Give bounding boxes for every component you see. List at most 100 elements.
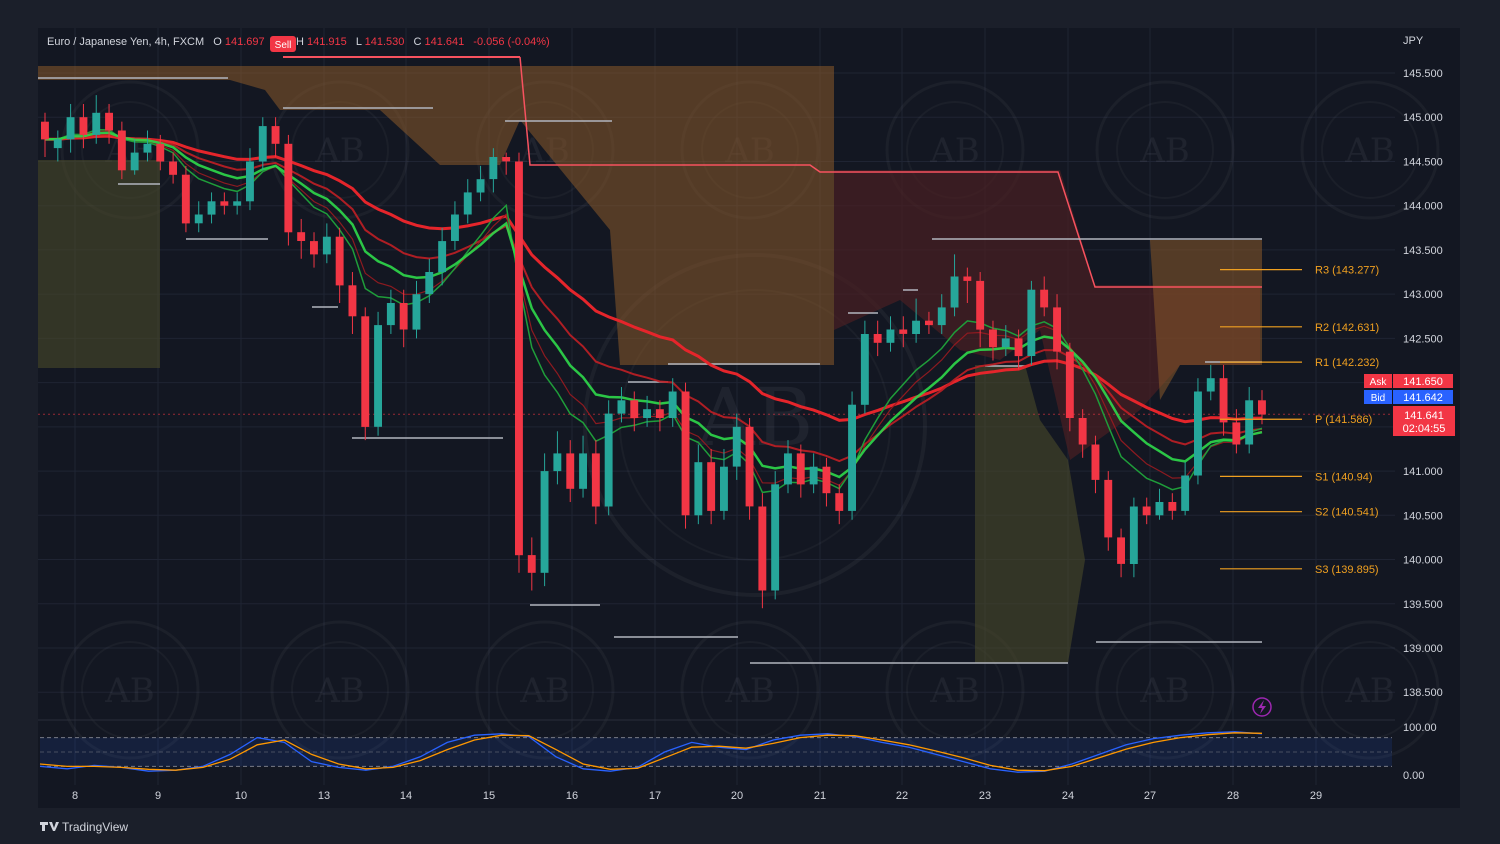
candle-body[interactable] bbox=[566, 453, 575, 489]
candle-body[interactable] bbox=[322, 236, 331, 255]
candle-body[interactable] bbox=[527, 555, 536, 573]
candle-body[interactable] bbox=[899, 329, 908, 334]
candle-body[interactable] bbox=[771, 484, 780, 591]
candle-body[interactable] bbox=[540, 471, 549, 573]
candle-body[interactable] bbox=[937, 307, 946, 326]
candle-body[interactable] bbox=[668, 391, 677, 419]
candle-body[interactable] bbox=[412, 294, 421, 330]
candle-body[interactable] bbox=[130, 152, 139, 171]
candle-body[interactable] bbox=[297, 232, 306, 241]
candle-body[interactable] bbox=[1181, 475, 1190, 511]
candle-body[interactable] bbox=[1194, 391, 1202, 476]
candle-body[interactable] bbox=[361, 316, 370, 427]
candle-body[interactable] bbox=[950, 276, 959, 308]
candle-body[interactable] bbox=[681, 391, 690, 516]
candle-body[interactable] bbox=[553, 453, 562, 472]
candle-body[interactable] bbox=[1129, 506, 1138, 565]
candle-body[interactable] bbox=[143, 143, 152, 153]
candle-body[interactable] bbox=[707, 462, 716, 511]
time-axis[interactable]: 8 9 10 13 14 15 16 17 20 21 22 23 24 27 28 29 bbox=[72, 790, 1322, 802]
sell-button-label[interactable]: Sell bbox=[275, 40, 292, 51]
lightning-icon-bolt[interactable] bbox=[1258, 700, 1266, 714]
sell-button[interactable]: Sell bbox=[270, 36, 296, 52]
candle-body[interactable] bbox=[925, 320, 933, 326]
candle-body[interactable] bbox=[835, 493, 844, 511]
candle-body[interactable] bbox=[399, 303, 408, 330]
candle-body[interactable] bbox=[617, 400, 626, 414]
candle-body[interactable] bbox=[181, 174, 190, 224]
candle-body[interactable] bbox=[117, 130, 126, 171]
lightning-icon[interactable] bbox=[1252, 697, 1272, 717]
candle-body[interactable] bbox=[860, 334, 869, 405]
candle-body[interactable] bbox=[784, 453, 792, 485]
candle-body[interactable] bbox=[604, 413, 613, 507]
candle-body[interactable] bbox=[515, 161, 523, 556]
candle-body[interactable] bbox=[809, 466, 818, 485]
candle-body[interactable] bbox=[630, 400, 639, 418]
candle-body[interactable] bbox=[41, 121, 49, 140]
candle-body[interactable] bbox=[1104, 479, 1113, 538]
candle-body[interactable] bbox=[1168, 502, 1177, 511]
candle-body[interactable] bbox=[1014, 338, 1023, 357]
candle-body[interactable] bbox=[1027, 289, 1036, 356]
candle-body[interactable] bbox=[796, 453, 805, 485]
candle-body[interactable] bbox=[220, 201, 229, 206]
candle-body[interactable] bbox=[105, 112, 113, 131]
candle-body[interactable] bbox=[66, 117, 75, 140]
candle-body[interactable] bbox=[694, 462, 703, 516]
candle-body[interactable] bbox=[886, 329, 895, 343]
candle-body[interactable] bbox=[258, 126, 267, 162]
stochastic-pane[interactable]: 100.00 0.00 bbox=[38, 719, 1437, 782]
candle-body[interactable] bbox=[912, 320, 920, 334]
candle-body[interactable] bbox=[963, 276, 972, 281]
candle-body[interactable] bbox=[502, 157, 511, 162]
candle-body[interactable] bbox=[579, 453, 587, 489]
candle-body[interactable] bbox=[156, 143, 165, 162]
candles[interactable] bbox=[41, 95, 1266, 609]
candle-body[interactable] bbox=[79, 117, 88, 135]
candle-body[interactable] bbox=[1117, 537, 1125, 564]
candle-body[interactable] bbox=[591, 453, 600, 507]
candle-body[interactable] bbox=[1078, 418, 1087, 445]
candle-body[interactable] bbox=[53, 139, 62, 149]
candle-body[interactable] bbox=[1155, 502, 1164, 516]
candle-body[interactable] bbox=[720, 466, 728, 511]
candle-body[interactable] bbox=[1142, 506, 1151, 516]
candle-body[interactable] bbox=[1258, 400, 1266, 415]
candle-body[interactable] bbox=[1091, 444, 1100, 480]
candle-body[interactable] bbox=[822, 466, 831, 494]
sell-button-bg[interactable] bbox=[270, 36, 296, 52]
candle-body[interactable] bbox=[284, 143, 293, 233]
candle-body[interactable] bbox=[873, 334, 882, 343]
candle-body[interactable] bbox=[989, 329, 997, 348]
candle-body[interactable] bbox=[169, 161, 177, 175]
candle-body[interactable] bbox=[425, 272, 434, 295]
candle-body[interactable] bbox=[1040, 289, 1049, 308]
candle-body[interactable] bbox=[745, 426, 754, 507]
candle-body[interactable] bbox=[438, 241, 447, 273]
candle-body[interactable] bbox=[1053, 307, 1061, 352]
candle-body[interactable] bbox=[976, 280, 985, 330]
candle-body[interactable] bbox=[246, 161, 254, 202]
symbol-legend[interactable]: Euro / Japanese Yen, 4h, FXCM O 141.697 bbox=[47, 36, 265, 48]
candle-body[interactable] bbox=[848, 404, 856, 511]
lightning-icon-ring[interactable] bbox=[1252, 697, 1272, 717]
candle-body[interactable] bbox=[758, 506, 767, 591]
candle-body[interactable] bbox=[451, 214, 459, 242]
candle-body[interactable] bbox=[335, 236, 344, 286]
candle-body[interactable] bbox=[732, 426, 741, 467]
candle-body[interactable] bbox=[207, 201, 216, 215]
candle-body[interactable] bbox=[1065, 351, 1074, 418]
candle-body[interactable] bbox=[310, 241, 318, 255]
candle-body[interactable] bbox=[233, 201, 242, 206]
candle-body[interactable] bbox=[194, 214, 203, 224]
candle-body[interactable] bbox=[386, 303, 395, 326]
tradingview-logo[interactable]: TradingView bbox=[40, 820, 128, 834]
candle-body[interactable] bbox=[348, 285, 357, 317]
candle-body[interactable] bbox=[489, 157, 498, 180]
candle-body[interactable] bbox=[463, 192, 472, 215]
candle-body[interactable] bbox=[476, 179, 485, 193]
candle-body[interactable] bbox=[92, 112, 101, 135]
candle-body[interactable] bbox=[1245, 400, 1254, 445]
